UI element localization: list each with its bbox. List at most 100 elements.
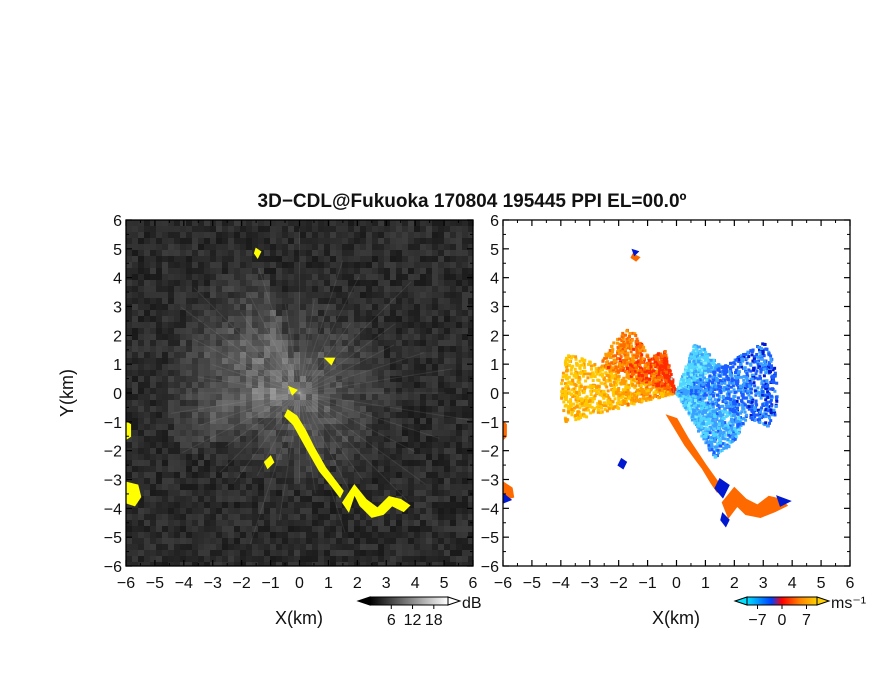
intensity-cell: [366, 232, 372, 238]
intensity-cell: [414, 550, 420, 556]
intensity-cell: [138, 256, 144, 262]
intensity-cell: [366, 484, 372, 490]
intensity-cell: [342, 292, 348, 298]
intensity-cell: [312, 400, 318, 406]
intensity-cell: [312, 220, 318, 226]
velocity-point: [582, 389, 586, 393]
intensity-cell: [168, 460, 174, 466]
intensity-cell: [324, 382, 330, 388]
intensity-cell: [294, 304, 300, 310]
intensity-cell: [378, 340, 384, 346]
intensity-cell: [156, 424, 162, 430]
intensity-cell: [456, 376, 462, 382]
intensity-cell: [168, 436, 174, 442]
intensity-cell: [288, 484, 294, 490]
intensity-cell: [180, 502, 186, 508]
intensity-cell: [222, 466, 228, 472]
intensity-cell: [462, 244, 468, 250]
intensity-cell: [210, 250, 216, 256]
velocity-point: [664, 363, 668, 367]
intensity-cell: [300, 532, 306, 538]
intensity-cell: [192, 268, 198, 274]
intensity-streak: [211, 364, 300, 394]
intensity-cell: [288, 268, 294, 274]
intensity-cell: [336, 466, 342, 472]
intensity-cell: [342, 520, 348, 526]
intensity-cell: [462, 460, 468, 466]
intensity-cell: [330, 424, 336, 430]
intensity-cell: [180, 346, 186, 352]
velocity-point: [601, 374, 604, 378]
intensity-cell: [168, 406, 174, 412]
intensity-cell: [144, 226, 150, 232]
velocity-point: [606, 399, 610, 403]
intensity-cell: [168, 514, 174, 520]
velocity-point: [630, 360, 634, 364]
intensity-cell: [348, 280, 354, 286]
intensity-cell: [318, 556, 324, 562]
intensity-cell: [276, 262, 282, 268]
intensity-cell: [264, 382, 270, 388]
intensity-cell: [282, 262, 288, 268]
intensity-cell: [216, 436, 222, 442]
velocity-point: [626, 388, 630, 392]
intensity-cell: [366, 442, 372, 448]
intensity-cell: [138, 490, 144, 496]
intensity-cell: [168, 508, 174, 514]
intensity-cell: [174, 490, 180, 496]
intensity-cell: [234, 250, 240, 256]
velocity-point: [604, 404, 608, 408]
intensity-cell: [138, 532, 144, 538]
intensity-cell: [462, 334, 468, 340]
velocity-point: [601, 404, 605, 407]
intensity-cell: [408, 436, 414, 442]
intensity-cell: [414, 286, 420, 292]
intensity-cell: [126, 544, 132, 550]
intensity-cell: [222, 274, 228, 280]
intensity-cell: [396, 298, 402, 304]
intensity-cell: [162, 256, 168, 262]
intensity-cell: [384, 328, 390, 334]
intensity-cell: [426, 472, 432, 478]
intensity-cell: [216, 292, 222, 298]
intensity-cell: [312, 520, 318, 526]
velocity-point: [568, 363, 572, 367]
intensity-cell: [228, 502, 234, 508]
intensity-cell: [132, 400, 138, 406]
intensity-cell: [270, 388, 276, 394]
velocity-point: [621, 388, 625, 392]
intensity-cell: [258, 346, 264, 352]
intensity-cell: [240, 310, 246, 316]
intensity-cell: [276, 406, 282, 412]
intensity-cell: [456, 250, 462, 256]
intensity-cell: [204, 430, 210, 436]
x-tick-label: −3: [204, 575, 222, 592]
intensity-cell: [228, 226, 234, 232]
intensity-cell: [354, 250, 360, 256]
intensity-cell: [174, 316, 180, 322]
intensity-cell: [174, 334, 180, 340]
velocity-point: [615, 401, 619, 405]
intensity-cell: [276, 268, 282, 274]
intensity-cell: [288, 538, 294, 544]
intensity-cell: [186, 406, 192, 412]
intensity-cell: [282, 316, 288, 322]
intensity-cell: [462, 424, 468, 430]
intensity-cell: [390, 448, 396, 454]
intensity-cell: [228, 460, 234, 466]
velocity-point: [626, 351, 630, 355]
intensity-cell: [390, 406, 396, 412]
intensity-cell: [138, 292, 144, 298]
intensity-cell: [252, 556, 258, 562]
intensity-cell: [420, 514, 426, 520]
intensity-cell: [450, 430, 456, 436]
intensity-cell: [312, 418, 318, 424]
intensity-cell: [354, 550, 360, 556]
intensity-cell: [390, 322, 396, 328]
intensity-cell: [300, 508, 306, 514]
intensity-cell: [126, 526, 132, 532]
velocity-point: [603, 356, 607, 360]
intensity-cell: [162, 328, 168, 334]
velocity-point: [613, 377, 617, 381]
